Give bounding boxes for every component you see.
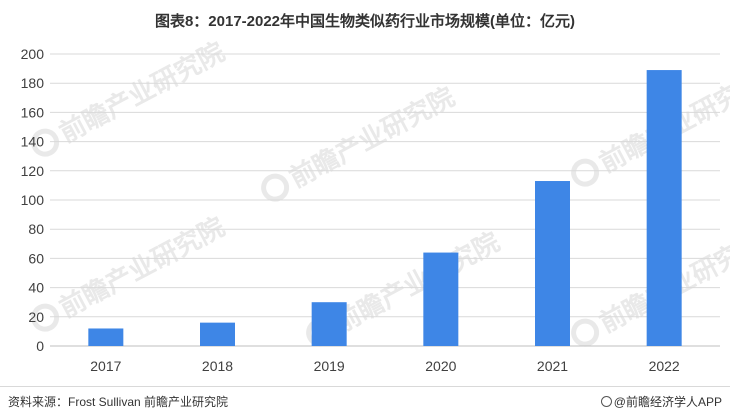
bar (646, 70, 682, 346)
y-tick-label: 200 (21, 46, 45, 62)
y-tick-label: 40 (28, 280, 44, 296)
y-tick-label: 160 (21, 104, 45, 120)
x-tick-label: 2021 (537, 358, 568, 374)
brand-text: @前瞻经济学人APP (613, 395, 722, 409)
y-tick-label: 100 (21, 192, 45, 208)
x-tick-label: 2018 (202, 358, 233, 374)
y-tick-label: 80 (28, 221, 44, 237)
source-note: 资料来源：Frost Sullivan 前瞻产业研究院 (8, 395, 229, 409)
brand-label: @前瞻经济学人APP (600, 393, 722, 410)
y-tick-label: 0 (36, 338, 44, 354)
chart-title: 图表8：2017-2022年中国生物类似药行业市场规模(单位：亿元) (154, 13, 576, 30)
y-tick-label: 60 (28, 250, 44, 266)
y-tick-label: 180 (21, 75, 45, 91)
y-tick-label: 140 (21, 134, 45, 150)
bar (311, 302, 347, 346)
bar (88, 328, 124, 346)
x-tick-label: 2022 (649, 358, 680, 374)
x-tick-label: 2020 (425, 358, 456, 374)
bar (535, 181, 570, 346)
bar (200, 322, 235, 346)
y-tick-label: 120 (21, 163, 45, 179)
y-tick-label: 20 (28, 309, 44, 325)
brand-logo-icon (600, 396, 612, 407)
bar (423, 252, 459, 346)
x-tick-label: 2019 (314, 358, 345, 374)
bar-chart: 0 20 40 60 80 100 120 140 160 180 200 2017 2018 2019 2… (21, 46, 720, 374)
footer: 资料来源：Frost Sullivan 前瞻产业研究院 @前瞻经济学人APP (0, 386, 730, 417)
x-tick-label: 2017 (90, 358, 121, 374)
